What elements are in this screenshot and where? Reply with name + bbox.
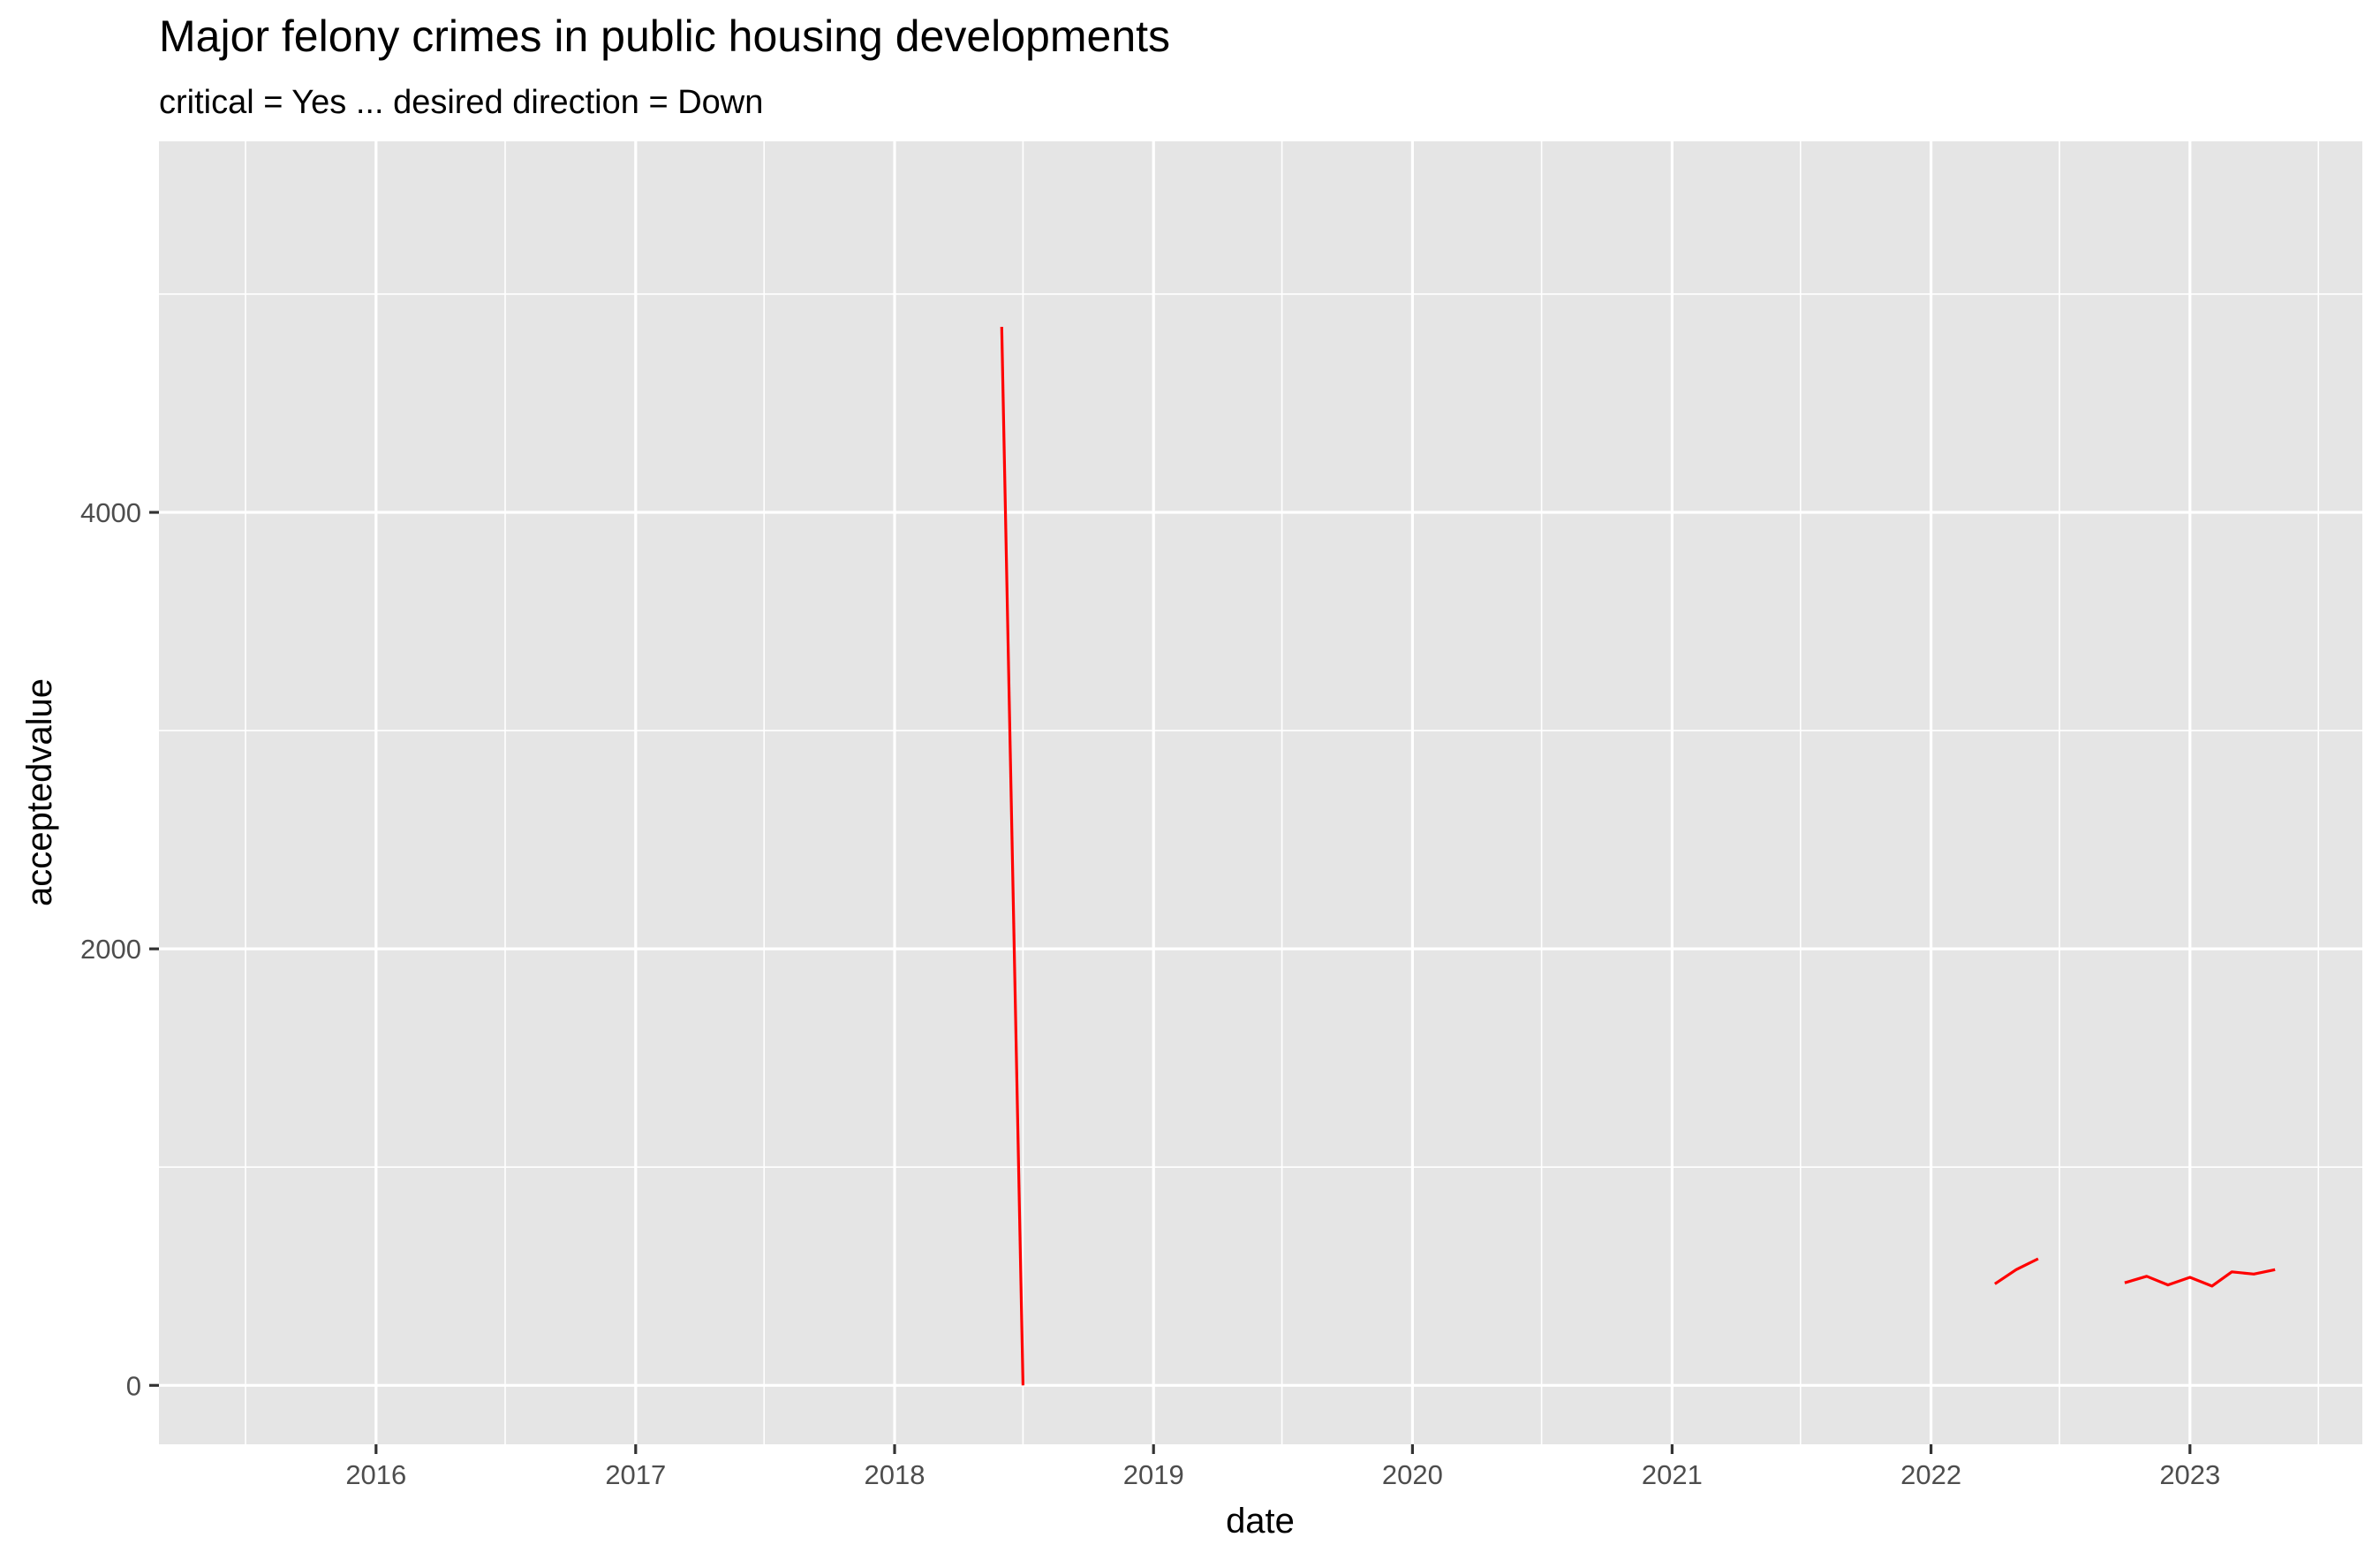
axis-ticks bbox=[149, 511, 2192, 1454]
series-line-segment-1 bbox=[1000, 326, 1024, 1386]
x-tick-label: 2018 bbox=[865, 1459, 926, 1490]
series-line-segment-2 bbox=[1994, 1257, 2039, 1285]
y-tick-label: 2000 bbox=[80, 934, 141, 965]
x-tick-label: 2017 bbox=[605, 1459, 666, 1490]
x-tick-label: 2021 bbox=[1642, 1459, 1703, 1490]
chart-subtitle: critical = Yes ... desired direction = D… bbox=[159, 84, 763, 121]
major-gridlines bbox=[159, 141, 2362, 1444]
y-tick-label: 4000 bbox=[80, 497, 141, 528]
chart-title: Major felony crimes in public housing de… bbox=[159, 11, 1170, 61]
x-axis-tick-labels: 2016 2017 2018 2019 2020 2021 2022 2023 bbox=[345, 1459, 2220, 1490]
minor-gridlines bbox=[159, 141, 2362, 1444]
x-tick-label: 2022 bbox=[1900, 1459, 1961, 1490]
x-tick-label: 2016 bbox=[345, 1459, 406, 1490]
y-axis-title: acceptedvalue bbox=[20, 678, 59, 906]
x-tick-label: 2019 bbox=[1123, 1459, 1184, 1490]
y-axis-tick-labels: 0 2000 4000 bbox=[80, 497, 141, 1401]
x-tick-label: 2020 bbox=[1382, 1459, 1443, 1490]
x-tick-label: 2023 bbox=[2159, 1459, 2220, 1490]
y-tick-label: 0 bbox=[126, 1370, 141, 1401]
series-line-segment-3 bbox=[2124, 1268, 2276, 1288]
data-series bbox=[1000, 326, 2276, 1386]
plot-panel bbox=[159, 141, 2362, 1444]
x-axis-title: date bbox=[1226, 1502, 1295, 1541]
